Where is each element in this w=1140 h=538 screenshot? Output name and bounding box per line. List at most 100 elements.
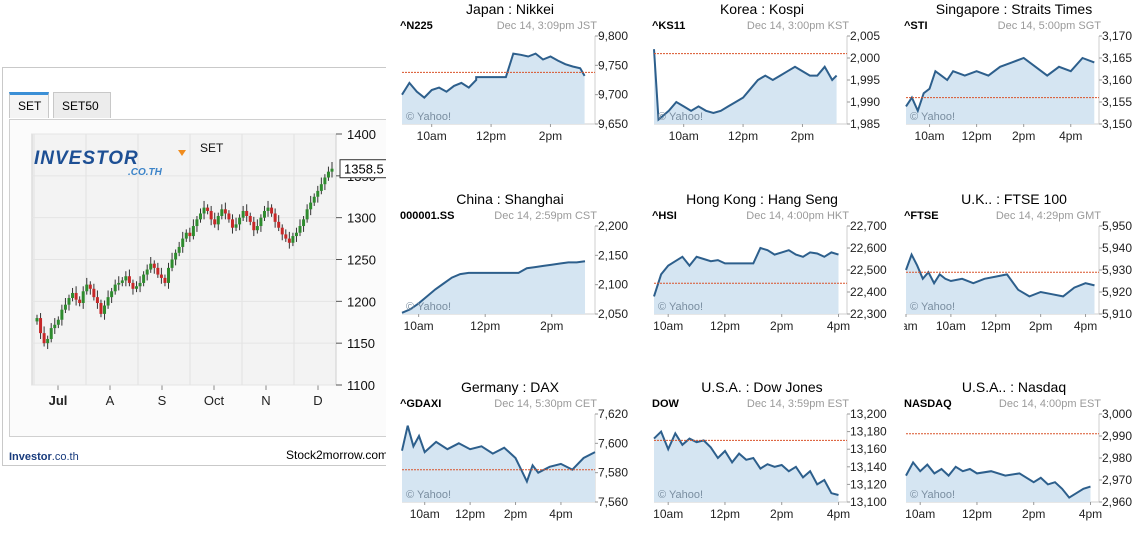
yahoo-watermark: © Yahoo! [658, 489, 703, 501]
x-tick-label: 10am [417, 129, 447, 143]
candle-body [46, 338, 50, 344]
price-line [653, 429, 839, 496]
x-tick-label: 10am [936, 319, 966, 333]
mini-chart-svg: © Yahoo! 22,300 22,400 22,500 22,600 22,700 10… [653, 219, 887, 333]
candle-body [330, 168, 334, 172]
y-tick-label: 2,000 [850, 51, 880, 65]
price-area [654, 49, 837, 125]
candle-body [316, 190, 320, 197]
price-line [905, 56, 1095, 114]
tab-set[interactable]: SET [9, 92, 49, 118]
x-tick-label: 2pm [770, 319, 793, 333]
mini-chart-nikkei[interactable]: Japan : Nikkei ^N225 Dec 14, 3:09pm JST © Y… [400, 0, 628, 160]
candle-body [131, 282, 135, 289]
mini-chart-kospi[interactable]: Korea : Kospi ^KS11 Dec 14, 3:00pm KST © Ya… [652, 0, 880, 160]
candle-body [181, 238, 185, 247]
candle-body [284, 234, 288, 239]
candle-body [191, 226, 195, 237]
x-tick-label: 2pm [1022, 507, 1045, 521]
investor-footer-link[interactable]: Investor.co.th [9, 451, 79, 463]
y-tick-label: 9,650 [598, 117, 628, 131]
x-tick-label: 8am [904, 319, 918, 333]
ticker-symbol: 000001.SS [400, 210, 455, 222]
stock2morrow-footer-link[interactable]: Stock2morrow.com [286, 448, 386, 462]
mini-chart-nasdaq[interactable]: U.S.A.. : Nasdaq NASDAQ Dec 14, 4:00pm EST… [904, 378, 1132, 538]
y-tick-label: 2,960 [1102, 495, 1132, 509]
mini-chart-dow[interactable]: U.S.A. : Dow Jones DOW Dec 14, 3:59pm EST ©… [652, 378, 887, 538]
x-tick-label: 2pm [539, 129, 562, 143]
ticker-symbol: ^HSI [652, 210, 677, 222]
candle-body [198, 213, 202, 220]
yahoo-watermark: © Yahoo! [406, 489, 451, 501]
candle-body [124, 276, 128, 281]
candle-body [245, 210, 249, 216]
price-line [653, 49, 838, 122]
y-tick-label: 22,600 [850, 241, 887, 255]
x-tick-label: 4pm [827, 507, 850, 521]
y-tick-label: 7,580 [598, 466, 628, 480]
candle-body [234, 224, 238, 228]
candle-body [156, 267, 160, 275]
price-area [654, 248, 839, 314]
candle-body [255, 226, 259, 231]
x-tick-label: A [106, 393, 115, 408]
candle-body [238, 217, 242, 225]
candle-body [135, 286, 139, 289]
chart-title: China : Shanghai [456, 191, 564, 207]
tab-set50[interactable]: SET50 [53, 92, 111, 118]
y-tick-label: 3,165 [1102, 51, 1132, 65]
mini-chart-sti[interactable]: Singapore : Straits Times ^STI Dec 14, 5:0… [904, 0, 1132, 160]
chart-timestamp: Dec 14, 3:00pm KST [746, 20, 849, 32]
candle-body [56, 319, 60, 325]
mini-chart-ftse[interactable]: U.K.. : FTSE 100 ^FTSE Dec 14, 4:29pm GMT ©… [904, 190, 1132, 350]
y-tick-label: 13,160 [850, 442, 887, 456]
y-tick-label: 3,155 [1102, 95, 1132, 109]
x-tick-label: 12pm [962, 507, 992, 521]
chart-timestamp: Dec 14, 3:09pm JST [496, 20, 597, 32]
candle-body [113, 284, 117, 292]
candle-body [323, 177, 327, 185]
candle-body [291, 236, 295, 243]
candle-body [270, 207, 274, 214]
footer-domain: .co.th [51, 451, 79, 463]
candle-body [152, 263, 156, 268]
candle-body [223, 209, 227, 214]
current-value-box [339, 159, 386, 179]
candle-body [248, 215, 252, 222]
chart-title: Singapore : Straits Times [935, 1, 1093, 17]
ticker-symbol: ^STI [904, 20, 928, 32]
x-tick-label: 12pm [728, 129, 758, 143]
price-line [401, 425, 596, 485]
y-tick-label: 7,560 [598, 495, 628, 509]
mini-chart-hangseng[interactable]: Hong Kong : Hang Seng ^HSI Dec 14, 4:00pm … [652, 190, 887, 350]
candle-body [63, 304, 67, 310]
index-label: SET [200, 141, 224, 155]
candle-body [85, 284, 89, 292]
yahoo-watermark: © Yahoo! [910, 489, 955, 501]
y-tick-label: 2,990 [1102, 429, 1132, 443]
mini-chart-shanghai[interactable]: China : Shanghai 000001.SS Dec 14, 2:59pm … [400, 190, 628, 350]
candle-body [326, 171, 330, 178]
y-tick-label: 13,100 [850, 495, 887, 509]
y-tick-label: 13,120 [850, 477, 887, 491]
chart-title: U.S.A. : Dow Jones [701, 379, 823, 395]
candle-body [127, 276, 131, 283]
mini-chart-dax[interactable]: Germany : DAX ^GDAXI Dec 14, 5:30pm CET © Y… [400, 378, 628, 538]
yahoo-watermark: © Yahoo! [658, 111, 703, 123]
y-tick-label: 22,300 [850, 307, 887, 321]
logo-arrow-icon [178, 150, 186, 156]
candle-body [142, 274, 146, 283]
y-tick-label: 1100 [347, 378, 375, 393]
x-tick-label: 2pm [791, 129, 814, 143]
y-tick-label: 1400 [347, 127, 376, 142]
candle-body [74, 292, 78, 300]
x-tick-label: 12pm [476, 129, 506, 143]
candle-body [120, 280, 124, 283]
ticker-symbol: ^GDAXI [400, 398, 442, 410]
mini-chart-svg: © Yahoo! 13,100 13,120 13,140 13,160 13,180 13… [653, 407, 887, 521]
x-tick-label: 10am [653, 507, 683, 521]
x-tick-label: 4pm [1079, 507, 1102, 521]
candle-body [184, 232, 188, 239]
candle-body [294, 232, 298, 237]
price-area [402, 261, 586, 314]
